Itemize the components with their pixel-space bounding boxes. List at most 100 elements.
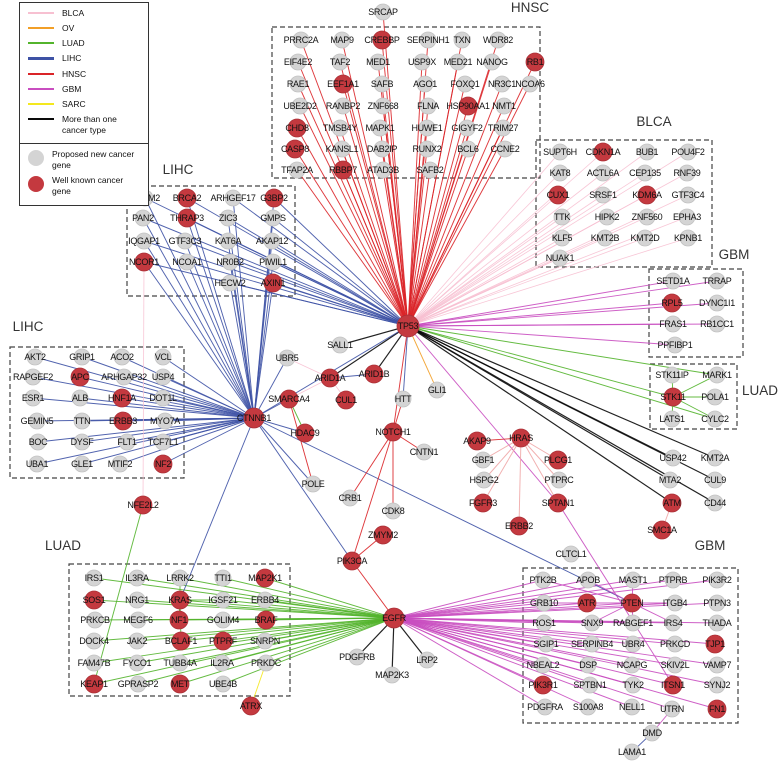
node-POLA1[interactable] bbox=[706, 388, 724, 406]
node-CUX1[interactable] bbox=[548, 185, 568, 205]
node-FOXQ1[interactable] bbox=[456, 75, 474, 93]
node-LRRK2[interactable] bbox=[171, 569, 189, 587]
node-UBE4B[interactable] bbox=[214, 675, 232, 693]
node-TRRAP[interactable] bbox=[708, 272, 726, 290]
node-ZNF668[interactable] bbox=[374, 97, 392, 115]
node-FGFR3[interactable] bbox=[473, 493, 493, 513]
node-CYLC2[interactable] bbox=[706, 410, 724, 428]
node-PTK2B[interactable] bbox=[534, 571, 552, 589]
node-UBR4[interactable] bbox=[624, 635, 642, 653]
node-NUAK1[interactable] bbox=[551, 249, 569, 267]
node-NELL1[interactable] bbox=[623, 698, 641, 716]
node-HDAC9[interactable] bbox=[295, 423, 315, 443]
node-APOB[interactable] bbox=[579, 571, 597, 589]
node-RB1[interactable] bbox=[525, 52, 545, 72]
node-DYSF[interactable] bbox=[73, 433, 91, 451]
node-SNX9[interactable] bbox=[583, 614, 601, 632]
node-BOC[interactable] bbox=[29, 433, 47, 451]
node-KAT8[interactable] bbox=[551, 164, 569, 182]
node-PIK3R2[interactable] bbox=[708, 571, 726, 589]
node-DYNC1I1[interactable] bbox=[708, 294, 726, 312]
node-HTT[interactable] bbox=[394, 390, 412, 408]
node-KMT2A[interactable] bbox=[706, 449, 724, 467]
node-SOS1[interactable] bbox=[84, 590, 104, 610]
node-NCOA1[interactable] bbox=[178, 253, 196, 271]
node-CASP8[interactable] bbox=[285, 139, 305, 159]
node-CHD8[interactable] bbox=[287, 118, 307, 138]
node-PRKCB[interactable] bbox=[86, 611, 104, 629]
node-HSPG2[interactable] bbox=[475, 471, 493, 489]
node-PTPRF[interactable] bbox=[213, 631, 233, 651]
node-CD44[interactable] bbox=[706, 494, 724, 512]
node-HSP90AA1[interactable] bbox=[458, 96, 478, 116]
node-ROS1[interactable] bbox=[535, 614, 553, 632]
node-DOT1L[interactable] bbox=[154, 389, 172, 407]
node-BRAF[interactable] bbox=[256, 610, 276, 630]
node-IRS4[interactable] bbox=[664, 614, 682, 632]
node-SPTAN1[interactable] bbox=[548, 493, 568, 513]
node-GLE1[interactable] bbox=[73, 455, 91, 473]
node-PIK3CA[interactable] bbox=[342, 551, 362, 571]
node-ATM[interactable] bbox=[662, 493, 682, 513]
node-TCF7L1[interactable] bbox=[154, 433, 172, 451]
node-CREBBP[interactable] bbox=[372, 30, 392, 50]
node-PPFIBP1[interactable] bbox=[666, 336, 684, 354]
node-EEF1A1[interactable] bbox=[333, 74, 353, 94]
node-FRAS1[interactable] bbox=[664, 315, 682, 333]
node-EGFR[interactable] bbox=[383, 607, 405, 629]
node-PRKDC[interactable] bbox=[257, 654, 275, 672]
node-IL3RA[interactable] bbox=[128, 569, 146, 587]
node-SMC1A[interactable] bbox=[652, 520, 672, 540]
node-TTN[interactable] bbox=[73, 412, 91, 430]
node-SALL1[interactable] bbox=[331, 336, 349, 354]
node-PTPRB[interactable] bbox=[664, 571, 682, 589]
node-KDM6A[interactable] bbox=[637, 185, 657, 205]
node-AKAP9[interactable] bbox=[467, 431, 487, 451]
node-RB1CC1[interactable] bbox=[708, 315, 726, 333]
node-HIPK2[interactable] bbox=[598, 208, 616, 226]
node-RNF39[interactable] bbox=[678, 164, 696, 182]
node-IGSF21[interactable] bbox=[214, 591, 232, 609]
node-ACO2[interactable] bbox=[113, 348, 131, 366]
node-LAMA1[interactable] bbox=[623, 743, 641, 761]
node-MAP9[interactable] bbox=[333, 31, 351, 49]
node-EIF4E2[interactable] bbox=[289, 53, 307, 71]
node-HUWE1[interactable] bbox=[418, 119, 436, 137]
node-AKAP12[interactable] bbox=[263, 232, 281, 250]
node-CTNNB1[interactable] bbox=[243, 407, 265, 429]
node-GLI1[interactable] bbox=[428, 381, 446, 399]
node-KLF5[interactable] bbox=[553, 229, 571, 247]
node-THADA[interactable] bbox=[708, 614, 726, 632]
node-TMSB4Y[interactable] bbox=[331, 119, 349, 137]
node-APC[interactable] bbox=[70, 367, 90, 387]
node-AGO1[interactable] bbox=[416, 75, 434, 93]
node-LRP2[interactable] bbox=[418, 651, 436, 669]
node-FLT1[interactable] bbox=[118, 433, 136, 451]
node-RANBP2[interactable] bbox=[334, 97, 352, 115]
node-POLE[interactable] bbox=[304, 475, 322, 493]
node-S100A8[interactable] bbox=[579, 698, 597, 716]
node-GIGYF2[interactable] bbox=[458, 119, 476, 137]
node-KAT6A[interactable] bbox=[219, 232, 237, 250]
node-ERBB3[interactable] bbox=[113, 411, 133, 431]
node-JAK2[interactable] bbox=[128, 632, 146, 650]
node-NANOG[interactable] bbox=[483, 53, 501, 71]
node-UTRN[interactable] bbox=[663, 700, 681, 718]
node-SAFB2[interactable] bbox=[421, 161, 439, 179]
node-VAMP7[interactable] bbox=[708, 656, 726, 674]
node-KEAP1[interactable] bbox=[84, 674, 104, 694]
node-GPRASP2[interactable] bbox=[129, 675, 147, 693]
node-BRCA2[interactable] bbox=[177, 188, 197, 208]
node-RBBP7[interactable] bbox=[333, 160, 353, 180]
node-ARHGAP32[interactable] bbox=[115, 368, 133, 386]
node-MAPK1[interactable] bbox=[371, 119, 389, 137]
node-USP42[interactable] bbox=[664, 449, 682, 467]
node-IQGAP1[interactable] bbox=[135, 232, 153, 250]
node-GRIP1[interactable] bbox=[73, 348, 91, 366]
node-ARID1A[interactable] bbox=[320, 368, 340, 388]
node-STK11[interactable] bbox=[663, 387, 683, 407]
node-NF2[interactable] bbox=[153, 454, 173, 474]
node-GMPS[interactable] bbox=[264, 209, 282, 227]
node-FAM47B[interactable] bbox=[85, 654, 103, 672]
node-SRSF1[interactable] bbox=[594, 186, 612, 204]
